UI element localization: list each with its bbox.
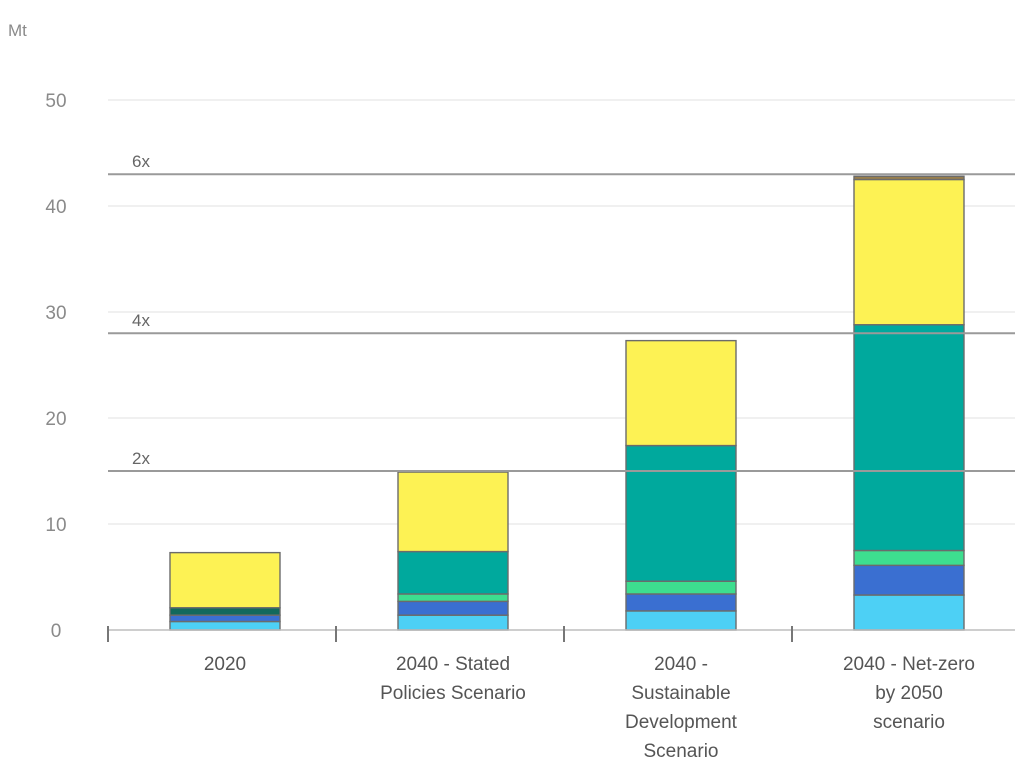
bar-segment (853, 324, 965, 552)
bar-segment (853, 594, 965, 631)
bar-segment (397, 600, 509, 616)
bar-segment (625, 339, 737, 447)
bar-segment (397, 550, 509, 595)
bar-segment (169, 620, 281, 631)
bar-segment (397, 593, 509, 603)
bar-segment (625, 580, 737, 595)
bar-segment (853, 175, 965, 181)
reference-line-label: 6x (132, 152, 150, 171)
bar-segment (853, 549, 965, 567)
y-tick-label: 0 (51, 621, 62, 642)
y-tick-label: 40 (45, 197, 66, 218)
x-category-label: 2040 - Net-zero by 2050 scenario (843, 654, 975, 733)
bar-segment (397, 471, 509, 553)
bar-segment (169, 551, 281, 609)
reference-line-label: 2x (132, 449, 150, 468)
bar-segment (397, 614, 509, 631)
y-axis-ticks: 0 10 20 30 40 50 (45, 91, 66, 642)
y-tick-label: 50 (45, 91, 66, 112)
y-tick-label: 20 (45, 409, 66, 430)
y-axis-unit-label: Mt (8, 21, 27, 40)
bar-segment (169, 614, 281, 623)
bar-segment (625, 593, 737, 612)
x-category-label: 2040 - Stated Policies Scenario (380, 654, 526, 704)
reference-line-label: 4x (132, 311, 150, 330)
y-tick-label: 30 (45, 303, 66, 324)
x-category-label: 2040 -Sustainable Development Scenario (625, 654, 738, 762)
bar-segment (625, 610, 737, 631)
reference-lines: 6x 4x 2x (108, 152, 1015, 472)
x-axis: 2020 2040 - Stated Policies Scenario 2040 -… (107, 626, 1015, 762)
bar-segment (853, 178, 965, 326)
bar-segment (169, 607, 281, 616)
x-category-label: 2020 (204, 654, 246, 675)
bar-segment (625, 444, 737, 582)
bars (169, 175, 965, 631)
y-tick-label: 10 (45, 515, 66, 536)
bar-segment (853, 564, 965, 596)
